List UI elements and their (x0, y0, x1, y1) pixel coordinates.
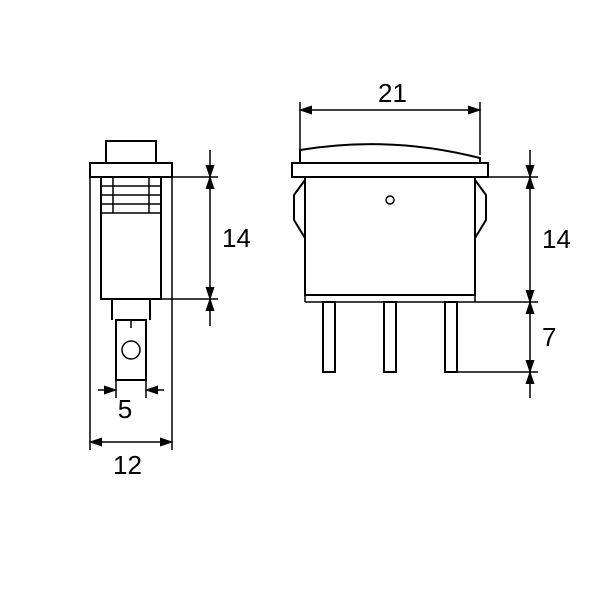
side-view (90, 141, 172, 380)
dim-12: 12 (113, 450, 142, 480)
dim-14-right: 14 (542, 224, 571, 254)
drawing-canvas: 14 5 12 (0, 0, 600, 600)
front-view (292, 144, 488, 372)
dim-21: 21 (378, 78, 407, 108)
dim-14-left: 14 (222, 223, 251, 253)
side-view-dimensions: 14 5 12 (90, 150, 251, 480)
dim-5: 5 (118, 394, 132, 424)
dim-7: 7 (542, 322, 556, 352)
front-view-dimensions: 21 14 7 (300, 78, 571, 398)
